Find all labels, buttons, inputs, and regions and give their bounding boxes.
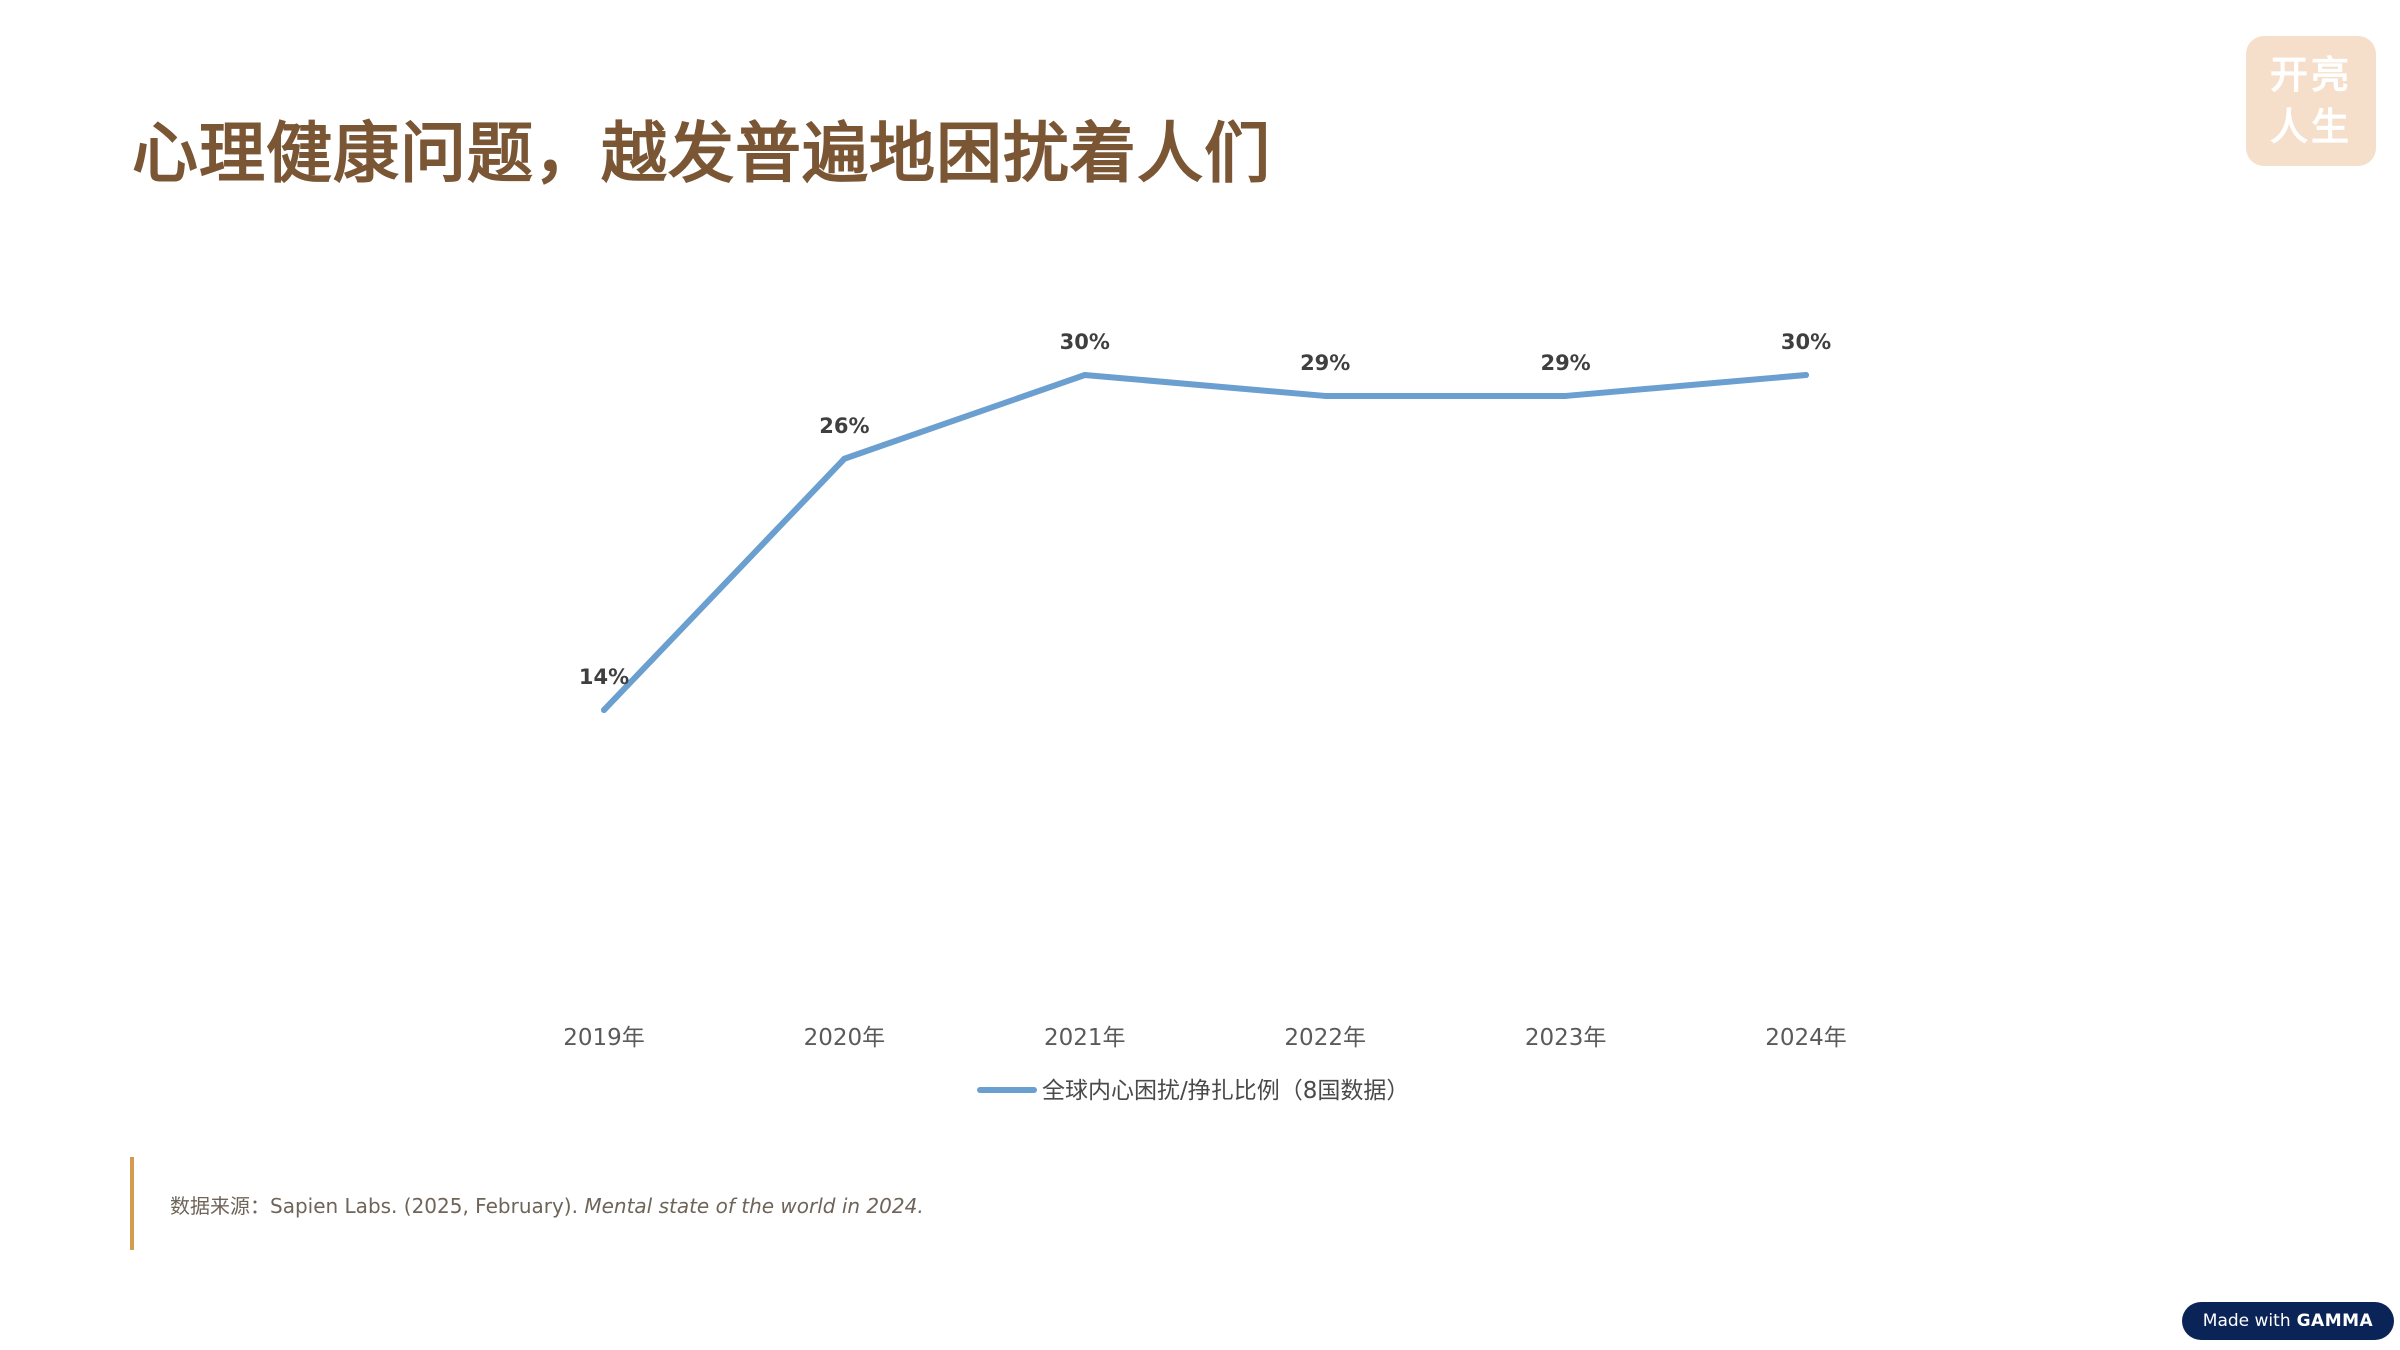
logo-text-line2: 人生 — [2269, 105, 2352, 149]
data-label: 29% — [1540, 351, 1590, 375]
data-label: 26% — [819, 414, 869, 438]
logo-text-line1: 开亮 — [2269, 53, 2352, 97]
source-citation: 数据来源：Sapien Labs. (2025, February). Ment… — [170, 1190, 924, 1219]
x-tick-label: 2021年 — [1044, 1025, 1126, 1051]
made-with-gamma-badge[interactable]: Made with GAMMA — [2182, 1302, 2394, 1340]
data-point — [1803, 372, 1809, 378]
data-point — [1322, 392, 1329, 399]
data-label: 29% — [1300, 351, 1350, 375]
x-tick-label: 2022年 — [1284, 1025, 1366, 1051]
x-tick-label: 2024年 — [1765, 1025, 1847, 1051]
data-point — [1562, 392, 1569, 399]
source-title: Mental state of the world in 2024. — [584, 1194, 924, 1218]
source-prefix: 数据来源：Sapien Labs. (2025, February). — [170, 1194, 585, 1218]
page-title: 心理健康问题，越发普遍地困扰着人们 — [132, 115, 1271, 192]
series-line — [601, 372, 1809, 713]
x-tick-label: 2023年 — [1525, 1025, 1607, 1051]
data-label: 30% — [1060, 330, 1110, 354]
gamma-brand: GAMMA — [2296, 1311, 2374, 1331]
legend-label: 全球内心困扰/挣扎比例（8国数据） — [1042, 1078, 1409, 1104]
x-tick-label: 2020年 — [804, 1025, 886, 1051]
data-point — [601, 707, 607, 713]
data-point — [1081, 372, 1088, 378]
data-label: 14% — [579, 665, 629, 689]
data-point — [841, 455, 848, 462]
data-label: 30% — [1781, 330, 1831, 354]
made-with-label: Made with — [2202, 1311, 2291, 1331]
source-accent-bar — [130, 1157, 134, 1250]
x-tick-label: 2019年 — [563, 1025, 645, 1051]
logo-badge: 开亮 人生 — [2246, 36, 2376, 166]
